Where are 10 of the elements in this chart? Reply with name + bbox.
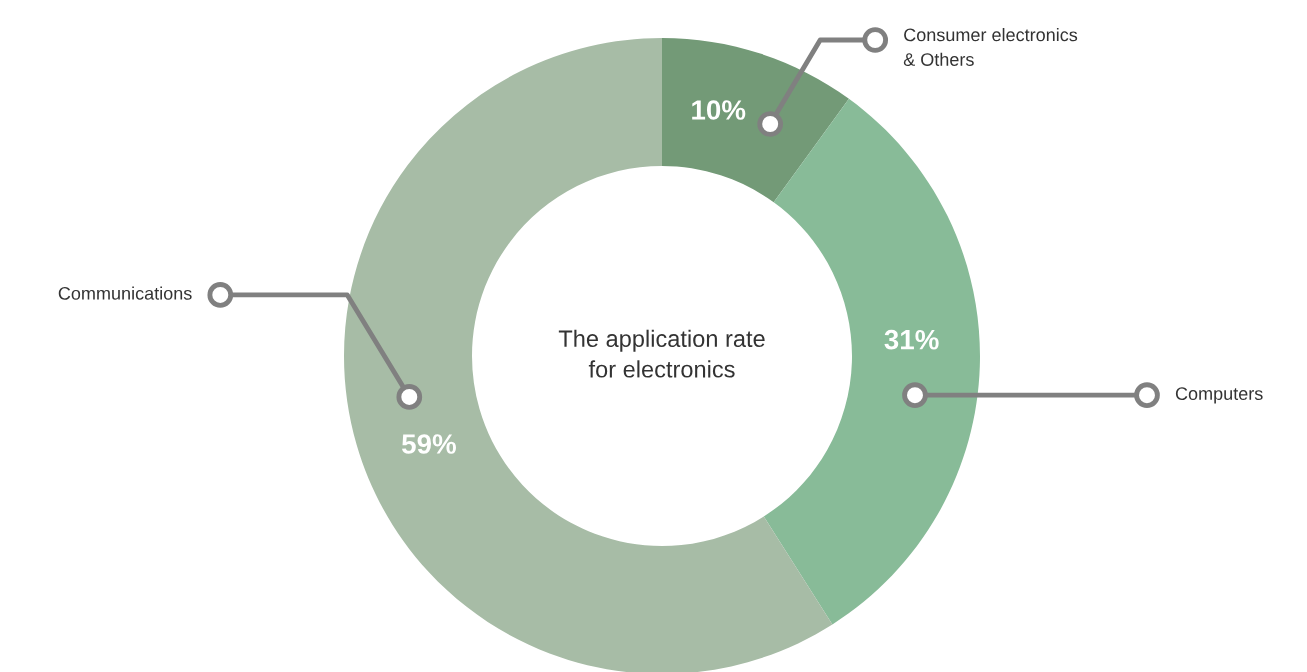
text: The application rate for electronics bbox=[558, 329, 765, 378]
donut-slice bbox=[662, 38, 849, 203]
data-label: 59% bbox=[401, 434, 456, 454]
slice-label: Computers bbox=[1175, 387, 1263, 404]
slice-label: Communications bbox=[58, 286, 192, 300]
data-label: 31% bbox=[884, 329, 939, 350]
donut-slice bbox=[344, 38, 833, 672]
slice-label: Consumer electronics & Others bbox=[903, 28, 1078, 66]
data-label: 10% bbox=[692, 100, 746, 120]
donut-slice bbox=[763, 98, 980, 625]
